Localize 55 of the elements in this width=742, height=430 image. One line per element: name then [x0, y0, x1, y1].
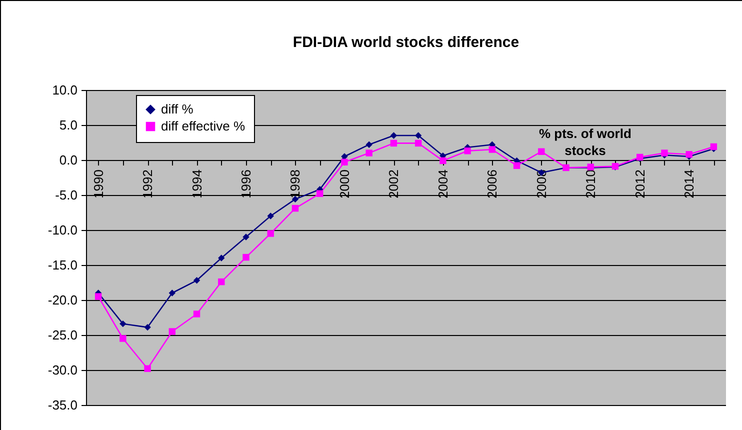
x-tick-label: 1998: [288, 170, 303, 198]
x-tick-label: 1992: [140, 170, 156, 198]
x-tick-label: 2000: [336, 170, 352, 198]
chart-title: FDI-DIA world stocks difference: [292, 34, 520, 51]
point: [366, 150, 372, 156]
y-tick-label: -20.0: [48, 292, 78, 308]
x-tick-label: 1994: [189, 170, 204, 198]
y-tick-label: -10.0: [48, 222, 78, 238]
point: [341, 158, 348, 166]
point: [267, 212, 274, 220]
point: [168, 328, 176, 335]
point: [464, 148, 471, 154]
point: [193, 310, 200, 318]
point: [488, 146, 496, 153]
point: [440, 157, 446, 164]
y-tick-label: -25.0: [48, 328, 78, 342]
point: [144, 324, 151, 331]
point: [193, 277, 200, 284]
x-tick-label: 2012: [632, 170, 648, 198]
point: [120, 335, 126, 342]
point: [414, 140, 422, 147]
y-tick-label: -30.0: [48, 362, 78, 378]
y-tick-label: -35.0: [48, 398, 78, 412]
point: [218, 278, 225, 286]
point: [513, 162, 520, 169]
point: [94, 293, 102, 300]
x-tick-label: 1990: [90, 170, 106, 198]
point: [316, 190, 324, 197]
point: [242, 234, 250, 240]
y-tick-label: 10.0: [52, 82, 78, 98]
x-tick-label: 2006: [484, 170, 500, 198]
point: [390, 140, 398, 147]
legend-label: diff effective %: [161, 118, 246, 134]
point: [414, 132, 422, 139]
point: [267, 230, 274, 237]
y-tick-label: -15.0: [48, 258, 78, 272]
point: [144, 365, 151, 372]
x-tick-label: 2004: [435, 170, 450, 198]
y-tick-label: 5.0: [59, 118, 78, 132]
point: [168, 290, 176, 296]
point: [390, 132, 398, 139]
x-tick-label: 2010: [583, 170, 598, 198]
point: [120, 320, 126, 328]
x-tick-label: 2014: [682, 170, 697, 198]
point: [366, 141, 372, 148]
x-tick-label: 1996: [238, 170, 254, 198]
point: [242, 254, 250, 261]
x-tick-label: 2002: [386, 170, 402, 198]
y-tick-label: 0.0: [59, 152, 78, 168]
point: [218, 254, 225, 262]
point: [292, 204, 299, 212]
annotation: % pts. of world stocks: [538, 126, 632, 158]
legend-label: diff %: [161, 102, 194, 116]
point: [538, 148, 545, 155]
y-tick-label: -5.0: [55, 188, 78, 202]
